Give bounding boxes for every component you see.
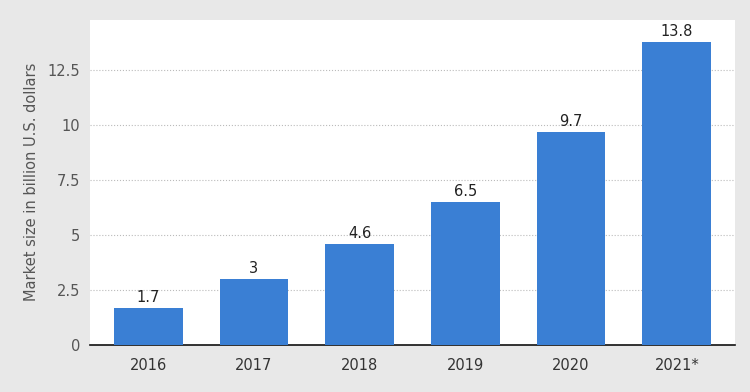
Bar xyxy=(220,279,288,345)
Bar xyxy=(431,202,500,345)
Bar xyxy=(643,42,711,345)
Text: 4.6: 4.6 xyxy=(348,226,371,241)
Text: 9.7: 9.7 xyxy=(560,114,583,129)
Bar xyxy=(537,132,605,345)
Text: 6.5: 6.5 xyxy=(454,184,477,200)
Y-axis label: Market size in billion U.S. dollars: Market size in billion U.S. dollars xyxy=(24,63,39,301)
Text: 13.8: 13.8 xyxy=(661,24,693,39)
Text: 1.7: 1.7 xyxy=(136,290,160,305)
Bar xyxy=(326,244,394,345)
Bar xyxy=(114,308,182,345)
Text: 3: 3 xyxy=(249,261,259,276)
